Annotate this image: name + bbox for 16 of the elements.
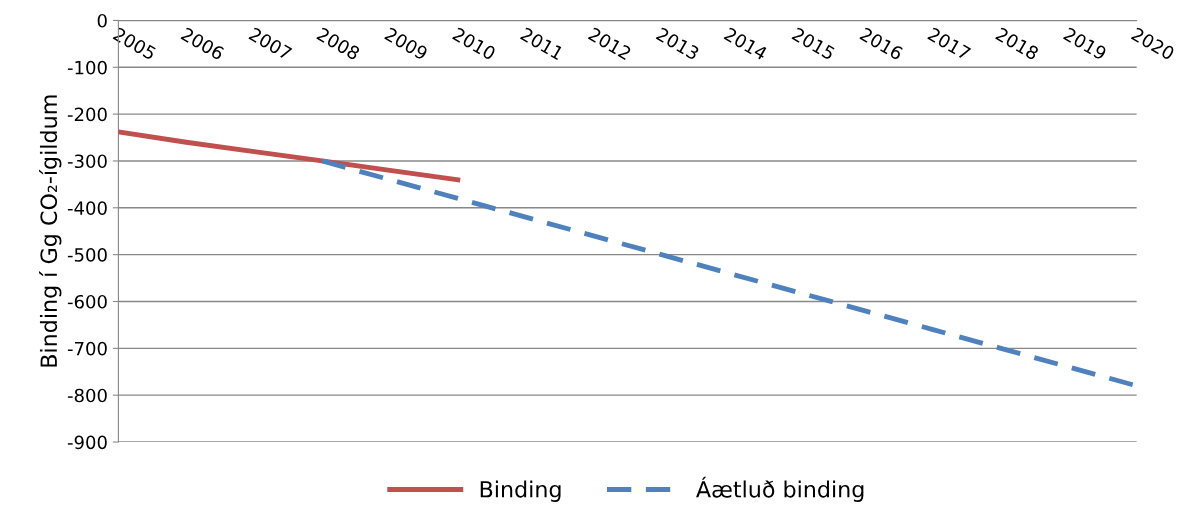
y-tick-label: -300 — [67, 154, 107, 169]
y-tick-label: -200 — [67, 107, 107, 122]
legend-label: Binding — [480, 480, 561, 502]
legend-label: Áætluð binding — [696, 476, 864, 502]
y-tick-label: -800 — [67, 388, 107, 403]
y-tick-label: -100 — [67, 60, 107, 75]
line-series — [118, 129, 461, 183]
y-axis-title: Binding í Gg CO₂-ígildum — [39, 95, 62, 367]
y-tick-label: -600 — [67, 294, 107, 309]
y-tick-label: -500 — [67, 248, 107, 262]
y-tick-label: -700 — [67, 341, 107, 356]
y-tick-label: -900 — [67, 435, 107, 450]
x-tick-label: 2007 — [248, 26, 293, 61]
x-tick-label: 2017 — [927, 26, 972, 61]
y-tick-label: 0 — [97, 13, 107, 28]
y-tick-label: -400 — [67, 201, 107, 215]
